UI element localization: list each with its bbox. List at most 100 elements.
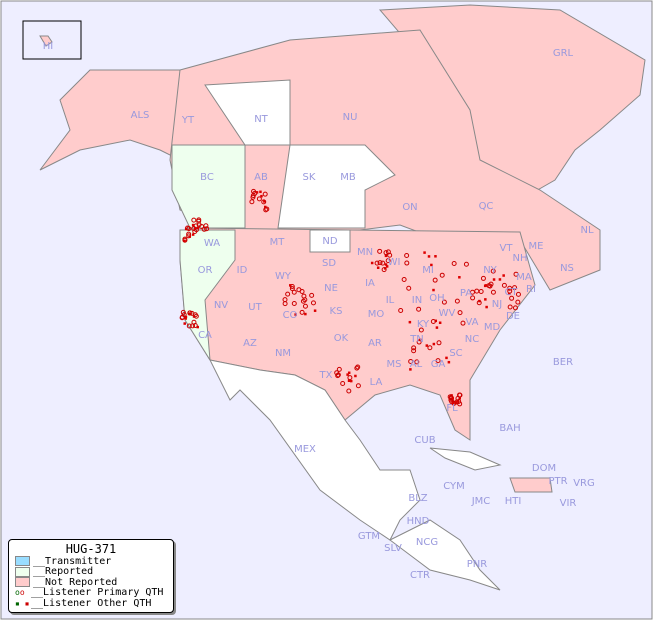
listener-other-qth — [432, 288, 435, 292]
legend-item: __Reported — [9, 566, 173, 577]
listener-other-qth — [454, 401, 458, 404]
listener-primary-qth — [381, 267, 387, 273]
other-icon: ▪ ▪ — [15, 598, 30, 608]
region-cub — [429, 447, 502, 471]
region-label-md: MD — [484, 322, 501, 333]
region-label-vir: VIR — [560, 498, 577, 509]
listener-primary-qth — [377, 260, 383, 266]
listener-primary-qth — [411, 345, 417, 351]
region-label-ok: OK — [334, 333, 349, 344]
listener-other-qth — [370, 261, 374, 265]
listener-primary-qth — [186, 323, 192, 329]
listener-primary-qth — [383, 250, 389, 256]
listener-primary-qth — [385, 258, 391, 264]
region-label-ma: MA — [516, 272, 532, 283]
listener-primary-qth — [282, 301, 288, 307]
listener-other-qth — [418, 338, 422, 342]
listener-primary-qth — [416, 306, 422, 312]
listener-primary-qth — [454, 298, 460, 304]
region-label-mb: MB — [340, 172, 356, 183]
listener-primary-qth — [470, 295, 476, 301]
region-label-gtm: GTM — [358, 531, 380, 542]
listener-other-qth — [196, 226, 199, 230]
listener-primary-qth — [336, 366, 342, 372]
region-label-ne: NE — [324, 283, 338, 294]
listener-primary-qth — [261, 199, 267, 205]
listener-primary-qth — [411, 348, 417, 354]
region-label-wi: WI — [388, 257, 401, 268]
listener-other-qth — [458, 276, 461, 279]
legend-label: __Listener Primary QTH — [31, 587, 164, 599]
listener-primary-qth — [476, 300, 482, 306]
listener-other-qth — [304, 312, 307, 316]
listener-other-qth — [384, 254, 388, 258]
listener-other-qth — [354, 374, 357, 378]
region-label-nt: NT — [254, 114, 268, 125]
listener-primary-qth — [515, 299, 521, 305]
listener-other-qth — [263, 200, 266, 203]
region-als — [39, 69, 181, 171]
listener-primary-qth — [414, 359, 420, 365]
region-label-ct: CT — [504, 287, 518, 298]
listener-other-qth — [346, 373, 349, 376]
region-label-blz: BLZ — [408, 493, 427, 504]
region-label-nj: NJ — [492, 299, 502, 310]
listener-other-qth — [349, 379, 353, 383]
listener-primary-qth — [310, 300, 316, 306]
listener-primary-qth — [457, 310, 463, 316]
region-label-vt: VT — [500, 243, 514, 254]
region-label-jmc: JMC — [471, 496, 491, 507]
listener-primary-qth — [404, 260, 410, 266]
region-label-or: OR — [198, 265, 213, 276]
listener-other-qth — [193, 227, 197, 231]
listener-primary-qth — [501, 282, 507, 288]
legend-label: __Transmitter — [33, 555, 112, 567]
region-label-yt: YT — [181, 115, 195, 126]
listener-primary-qth — [346, 388, 352, 394]
region-label-il: IL — [386, 295, 395, 306]
region-label-tn: TN — [409, 334, 424, 345]
listener-primary-qth — [513, 271, 519, 277]
listener-other-qth — [484, 298, 487, 301]
listener-primary-qth — [191, 226, 197, 232]
listener-other-qth — [255, 191, 259, 194]
listener-other-qth — [294, 313, 297, 316]
region-label-fl: FL — [446, 403, 458, 414]
listener-primary-qth — [291, 289, 297, 295]
region-label-al: AL — [410, 359, 423, 370]
listener-primary-qth — [512, 285, 518, 291]
listener-other-qth — [447, 360, 451, 364]
listener-primary-qth — [377, 248, 383, 254]
region-label-ncg: NCG — [416, 537, 438, 548]
listener-other-qth — [451, 397, 454, 400]
listener-other-qth — [507, 292, 511, 296]
primary-icon: oo — [15, 588, 25, 598]
region-label-nm: NM — [275, 348, 291, 359]
region-label-ptr: PTR — [548, 476, 567, 487]
region-label-sd: SD — [322, 258, 336, 269]
listener-primary-qth — [251, 188, 257, 194]
listener-other-qth — [423, 251, 426, 254]
listener-other-qth — [191, 233, 195, 236]
listener-primary-qth — [285, 291, 291, 297]
listener-primary-qth — [507, 304, 513, 310]
listener-primary-qth — [262, 191, 268, 197]
listener-other-qth — [184, 315, 188, 319]
region-central-america — [389, 519, 501, 591]
listener-primary-qth — [398, 308, 404, 314]
region-label-nu: NU — [343, 112, 358, 123]
listener-primary-qth — [181, 312, 187, 318]
region-label-bc: BC — [200, 172, 214, 183]
listener-other-qth — [408, 320, 412, 324]
listener-primary-qth — [301, 293, 307, 299]
listener-other-qth — [191, 223, 195, 227]
region-label-ia: IA — [365, 278, 375, 289]
region-label-nc: NC — [465, 334, 479, 345]
listener-primary-qth — [432, 277, 438, 283]
region-sk-mb — [277, 144, 396, 229]
listener-other-qth — [347, 379, 351, 382]
listener-primary-qth — [182, 237, 188, 243]
region-label-als: ALS — [131, 110, 150, 121]
listener-other-qth — [385, 265, 389, 268]
